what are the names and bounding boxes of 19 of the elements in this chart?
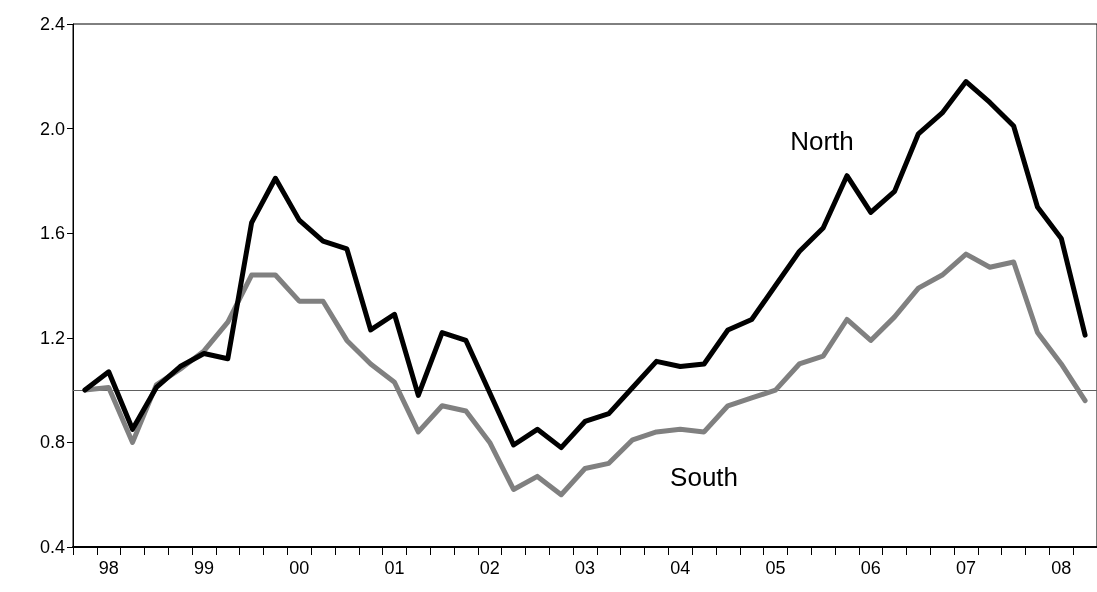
x-tick-label: 02 [479, 558, 500, 578]
x-tick-label: 99 [193, 558, 214, 578]
y-tick-label: 0.8 [39, 432, 65, 453]
y-tick-label: 2.4 [39, 14, 65, 34]
y-tick-label: 1.2 [39, 327, 65, 348]
x-tick-label: 05 [765, 558, 786, 578]
x-tick-label: 04 [670, 558, 691, 578]
x-tick-label: 00 [289, 558, 310, 578]
x-tick-label: 01 [384, 558, 405, 578]
x-tick-label: 08 [1051, 558, 1072, 578]
series-label: South [670, 461, 739, 492]
y-tick-label: 1.6 [39, 223, 65, 244]
x-tick-label: 07 [956, 558, 977, 578]
series-label: North [790, 125, 854, 156]
x-tick-label: 03 [574, 558, 596, 578]
y-tick-label: 2.0 [39, 118, 65, 139]
y-tick-label: 0.4 [39, 537, 65, 557]
x-tick-label: 06 [860, 558, 881, 578]
x-tick-label: 98 [98, 558, 119, 578]
